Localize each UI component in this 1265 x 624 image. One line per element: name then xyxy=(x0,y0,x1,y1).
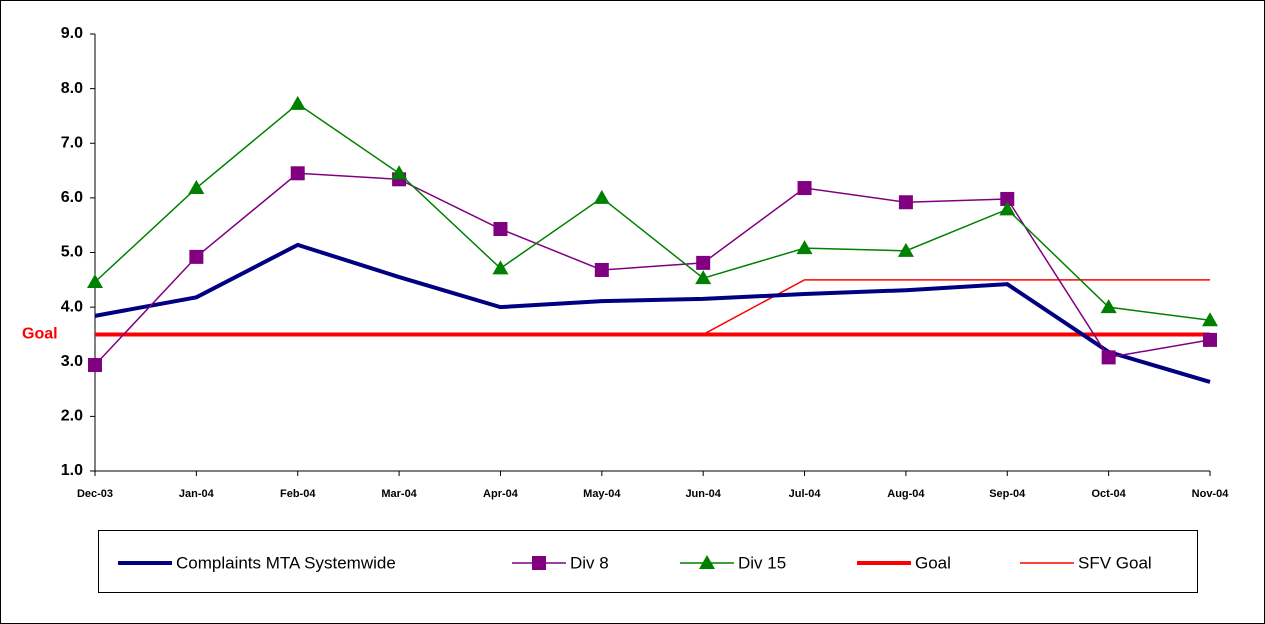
x-tick-label: Jul-04 xyxy=(789,488,822,500)
x-tick-label: Feb-04 xyxy=(280,488,316,500)
marker xyxy=(696,255,711,270)
x-tick-label: Apr-04 xyxy=(483,488,519,500)
x-tick-label: Aug-04 xyxy=(887,488,925,500)
marker xyxy=(797,181,812,196)
legend-label: SFV Goal xyxy=(1078,553,1152,572)
legend-label: Goal xyxy=(915,553,951,572)
y-tick-label: 2.0 xyxy=(61,408,83,425)
series-line xyxy=(94,242,1211,384)
y-tick-label: 8.0 xyxy=(61,80,83,97)
marker xyxy=(1100,299,1117,314)
x-tick-label: Jan-04 xyxy=(179,488,215,500)
marker xyxy=(391,165,408,180)
y-tick-label: 5.0 xyxy=(61,244,83,261)
y-tick-label: 4.0 xyxy=(61,298,83,315)
marker xyxy=(87,273,103,288)
marker xyxy=(1202,312,1218,327)
y-tick-label: 1.0 xyxy=(61,462,83,479)
marker xyxy=(999,201,1016,216)
marker xyxy=(699,555,715,569)
marker xyxy=(492,260,509,275)
series-line xyxy=(94,102,1211,321)
y-tick-label: 6.0 xyxy=(61,189,83,206)
marker xyxy=(1203,332,1217,347)
marker xyxy=(289,95,306,110)
x-tick-label: Sep-04 xyxy=(989,488,1026,500)
legend-label: Div 8 xyxy=(570,553,609,572)
x-tick-label: Oct-04 xyxy=(1092,488,1127,500)
legend-label: Complaints MTA Systemwide xyxy=(176,553,396,572)
x-tick-label: Dec-03 xyxy=(77,488,113,500)
marker xyxy=(188,180,205,195)
annotation: Goal xyxy=(22,326,58,343)
marker xyxy=(897,242,914,257)
marker xyxy=(593,189,610,204)
legend-box xyxy=(98,530,1198,593)
legend-label: Div 15 xyxy=(738,553,786,572)
marker xyxy=(189,249,204,264)
y-tick-label: 9.0 xyxy=(61,25,83,42)
x-tick-label: Nov-04 xyxy=(1192,488,1230,500)
marker xyxy=(493,222,508,237)
x-tick-label: Jun-04 xyxy=(685,488,721,500)
marker xyxy=(532,556,546,570)
series-line xyxy=(95,279,1210,336)
marker xyxy=(1000,191,1015,206)
marker xyxy=(695,270,712,285)
marker xyxy=(88,358,102,373)
marker xyxy=(290,166,305,181)
y-tick-label: 7.0 xyxy=(61,134,83,151)
marker xyxy=(796,240,813,255)
x-tick-label: Mar-04 xyxy=(381,488,417,500)
marker xyxy=(594,262,609,277)
x-tick-label: May-04 xyxy=(583,488,621,500)
marker xyxy=(898,195,913,210)
y-tick-label: 3.0 xyxy=(61,353,83,370)
marker xyxy=(1101,350,1116,365)
